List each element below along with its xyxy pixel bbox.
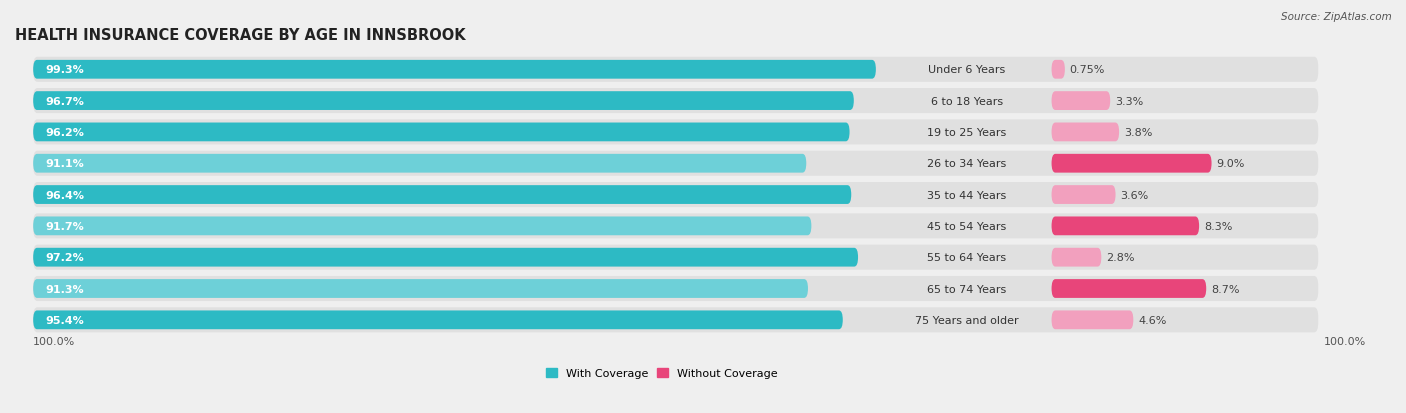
FancyBboxPatch shape	[34, 248, 858, 267]
Text: 100.0%: 100.0%	[1324, 336, 1367, 346]
Text: 3.8%: 3.8%	[1123, 128, 1153, 138]
Text: 96.2%: 96.2%	[45, 128, 84, 138]
Text: 45 to 54 Years: 45 to 54 Years	[927, 221, 1007, 231]
Text: 8.7%: 8.7%	[1211, 284, 1240, 294]
Text: 3.3%: 3.3%	[1115, 96, 1143, 106]
FancyBboxPatch shape	[34, 308, 1319, 332]
FancyBboxPatch shape	[1052, 217, 1199, 236]
FancyBboxPatch shape	[1052, 92, 1111, 111]
FancyBboxPatch shape	[1052, 280, 1206, 298]
FancyBboxPatch shape	[34, 280, 808, 298]
Text: 35 to 44 Years: 35 to 44 Years	[927, 190, 1007, 200]
FancyBboxPatch shape	[34, 186, 851, 204]
Text: 99.3%: 99.3%	[45, 65, 84, 75]
Text: 97.2%: 97.2%	[45, 253, 84, 263]
FancyBboxPatch shape	[1052, 248, 1101, 267]
FancyBboxPatch shape	[34, 92, 853, 111]
Text: HEALTH INSURANCE COVERAGE BY AGE IN INNSBROOK: HEALTH INSURANCE COVERAGE BY AGE IN INNS…	[15, 28, 465, 43]
FancyBboxPatch shape	[34, 276, 1319, 301]
FancyBboxPatch shape	[34, 311, 842, 330]
Text: Source: ZipAtlas.com: Source: ZipAtlas.com	[1281, 12, 1392, 22]
Text: 0.75%: 0.75%	[1070, 65, 1105, 75]
Text: 2.8%: 2.8%	[1107, 253, 1135, 263]
Text: 9.0%: 9.0%	[1216, 159, 1244, 169]
FancyBboxPatch shape	[1052, 123, 1119, 142]
FancyBboxPatch shape	[1052, 154, 1212, 173]
Text: 55 to 64 Years: 55 to 64 Years	[927, 253, 1007, 263]
Text: 91.7%: 91.7%	[45, 221, 84, 231]
FancyBboxPatch shape	[34, 214, 1319, 239]
FancyBboxPatch shape	[34, 123, 849, 142]
Text: 91.1%: 91.1%	[45, 159, 84, 169]
FancyBboxPatch shape	[1052, 311, 1133, 330]
Text: 26 to 34 Years: 26 to 34 Years	[927, 159, 1007, 169]
FancyBboxPatch shape	[34, 57, 1319, 83]
Text: 96.4%: 96.4%	[45, 190, 84, 200]
FancyBboxPatch shape	[34, 151, 1319, 176]
FancyBboxPatch shape	[1052, 186, 1115, 204]
Text: 75 Years and older: 75 Years and older	[915, 315, 1018, 325]
Text: 8.3%: 8.3%	[1204, 221, 1232, 231]
Text: 4.6%: 4.6%	[1139, 315, 1167, 325]
Text: 3.6%: 3.6%	[1121, 190, 1149, 200]
Text: 100.0%: 100.0%	[34, 336, 76, 346]
FancyBboxPatch shape	[34, 61, 876, 79]
Text: 6 to 18 Years: 6 to 18 Years	[931, 96, 1002, 106]
Text: 19 to 25 Years: 19 to 25 Years	[927, 128, 1007, 138]
FancyBboxPatch shape	[1052, 61, 1064, 79]
Text: 65 to 74 Years: 65 to 74 Years	[927, 284, 1007, 294]
FancyBboxPatch shape	[34, 89, 1319, 114]
Text: Under 6 Years: Under 6 Years	[928, 65, 1005, 75]
Text: 95.4%: 95.4%	[45, 315, 84, 325]
FancyBboxPatch shape	[34, 245, 1319, 270]
FancyBboxPatch shape	[34, 154, 806, 173]
FancyBboxPatch shape	[34, 120, 1319, 145]
Text: 91.3%: 91.3%	[45, 284, 84, 294]
Text: 96.7%: 96.7%	[45, 96, 84, 106]
Legend: With Coverage, Without Coverage: With Coverage, Without Coverage	[541, 363, 782, 382]
FancyBboxPatch shape	[34, 217, 811, 236]
FancyBboxPatch shape	[34, 183, 1319, 208]
